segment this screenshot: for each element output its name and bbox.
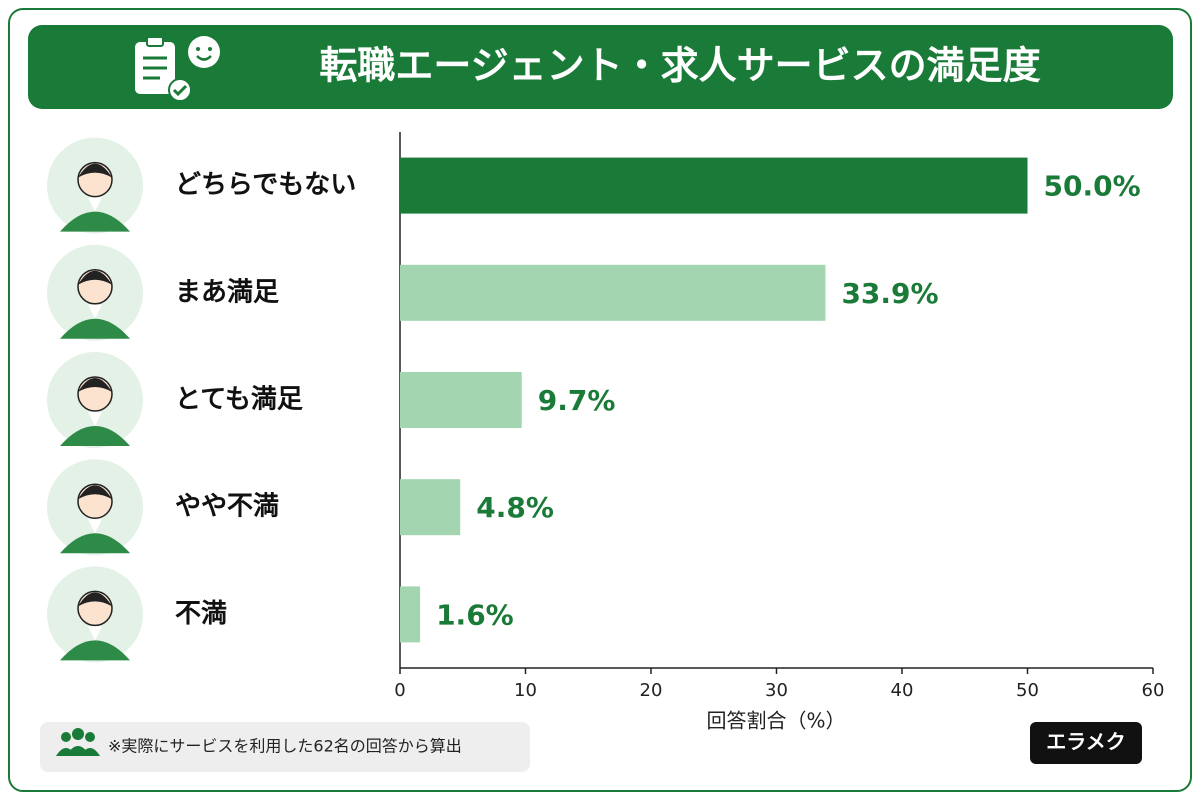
value-label: 50.0% <box>1044 170 1141 203</box>
value-label: 33.9% <box>841 277 938 310</box>
x-tick-label: 30 <box>765 680 788 701</box>
category-label: とても満足 <box>175 385 303 415</box>
avatar-body <box>60 533 130 554</box>
bar <box>400 586 421 643</box>
value-label: 9.7% <box>538 384 616 417</box>
brand-badge <box>1030 722 1142 764</box>
avatar-collar <box>88 626 102 641</box>
avatar <box>47 352 143 448</box>
avatar-collar <box>88 519 102 534</box>
avatar <box>47 244 143 341</box>
title-bar <box>28 25 1173 109</box>
avatar-hair <box>78 163 112 178</box>
x-tick-label: 50 <box>1016 680 1039 701</box>
x-tick-label: 60 <box>1142 680 1165 701</box>
x-tick-label: 20 <box>640 680 663 701</box>
people-icon <box>56 728 100 756</box>
avatar <box>47 566 143 663</box>
avatar-hair <box>78 485 112 500</box>
x-tick-label: 0 <box>394 680 405 701</box>
bar <box>400 264 826 321</box>
value-label: 4.8% <box>476 491 554 524</box>
avatar-hair <box>78 270 112 285</box>
brand: エラメク <box>1046 730 1125 754</box>
x-tick-label: 40 <box>891 680 914 701</box>
avatar-body <box>60 426 130 446</box>
bar <box>400 372 522 428</box>
bar <box>400 479 461 536</box>
value-label: 1.6% <box>436 598 514 631</box>
avatar-collar <box>88 412 102 426</box>
category-label: 不満 <box>175 599 227 629</box>
category-label: どちらでもない <box>175 170 356 200</box>
avatar-collar <box>88 197 102 212</box>
note: ※実際にサービスを利用した62名の回答から算出 <box>108 737 462 756</box>
x-tick-label: 10 <box>514 680 537 701</box>
avatar-hair <box>78 378 112 392</box>
note-box <box>40 722 530 772</box>
avatar-collar <box>88 304 102 319</box>
x-axis-label: 回答割合（%） <box>706 709 845 733</box>
bar <box>400 157 1028 214</box>
title-icon <box>135 36 220 102</box>
avatar-body <box>60 211 130 232</box>
avatar <box>47 459 143 556</box>
chart-title: 転職エージェント・求人サービスの満足度 <box>319 44 1040 88</box>
avatar-body <box>60 318 130 339</box>
avatar <box>47 137 143 234</box>
category-label: やや不満 <box>175 492 279 522</box>
category-label: まあ満足 <box>175 277 279 307</box>
avatar-body <box>60 640 130 661</box>
avatar-hair <box>78 592 112 607</box>
